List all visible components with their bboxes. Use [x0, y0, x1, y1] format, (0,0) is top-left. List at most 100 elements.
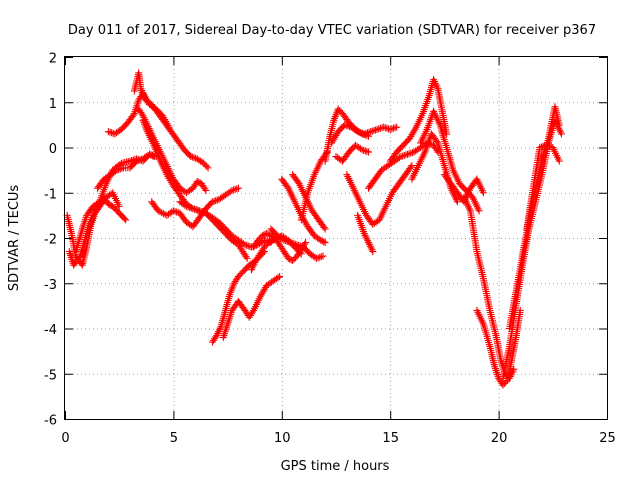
data-point [557, 130, 565, 138]
data-point [258, 232, 266, 240]
data-point [356, 145, 364, 153]
x-tick-label: 10 [274, 431, 291, 446]
data-point [75, 254, 83, 262]
data-point [239, 240, 247, 248]
data-point [287, 256, 295, 264]
data-point [373, 125, 381, 133]
data-point [360, 146, 368, 154]
data-point [312, 254, 320, 262]
series-track-12 [219, 272, 284, 342]
data-point [286, 239, 294, 247]
data-point [386, 125, 394, 133]
data-point [395, 154, 403, 162]
data-point [355, 128, 363, 136]
y-axis-label: SDTVAR / TECUs [7, 185, 22, 292]
data-point [302, 239, 310, 247]
data-point [546, 142, 554, 150]
data-point [542, 141, 550, 149]
data-point [266, 238, 274, 246]
data-point [192, 206, 200, 214]
data-point [404, 150, 412, 158]
data-point [255, 235, 263, 243]
data-point [361, 147, 369, 155]
data-point [136, 156, 144, 164]
series-track-28 [440, 171, 487, 206]
series-track-20 [328, 121, 401, 147]
data-point [408, 149, 416, 157]
data-point [138, 110, 146, 118]
data-point [146, 150, 154, 158]
data-point [317, 253, 325, 261]
data-point [200, 209, 208, 217]
data-point [288, 239, 296, 247]
data-point [363, 129, 371, 137]
data-point [212, 333, 220, 341]
data-point [231, 185, 239, 193]
series-track-30 [473, 306, 524, 389]
data-point [169, 207, 177, 215]
data-point [188, 153, 196, 161]
data-point [190, 154, 198, 162]
data-point [295, 241, 303, 249]
data-point [150, 153, 158, 161]
data-point [383, 124, 391, 132]
data-point [122, 216, 130, 224]
data-point [400, 151, 408, 159]
series-track-29 [460, 193, 518, 382]
data-point [363, 147, 371, 155]
data-point [407, 149, 415, 157]
data-point [510, 365, 518, 373]
data-point [104, 128, 112, 136]
data-point [241, 241, 249, 249]
data-point [336, 107, 344, 115]
data-point [197, 207, 205, 215]
plot-frame [64, 56, 608, 420]
data-point [402, 151, 410, 159]
data-point [104, 200, 112, 208]
data-point [187, 204, 195, 212]
data-point [210, 197, 218, 205]
data-point [199, 208, 207, 216]
chart-title: Day 011 of 2017, Sidereal Day-to-day VTE… [68, 23, 596, 38]
y-tick-label: -5 [44, 368, 57, 383]
data-point [189, 205, 197, 213]
data-point [193, 177, 201, 185]
data-point [129, 111, 137, 119]
x-tick-label: 15 [382, 431, 399, 446]
y-tick-label: 0 [49, 142, 57, 157]
data-point [187, 153, 195, 161]
data-point [242, 253, 250, 261]
data-point [443, 130, 451, 138]
data-point [182, 202, 190, 210]
data-point [201, 185, 209, 193]
data-point [291, 240, 299, 248]
data-point [181, 201, 189, 209]
data-point [148, 152, 156, 160]
data-point [341, 121, 349, 129]
series-track-23 [354, 211, 377, 256]
y-tick-label: -1 [44, 187, 57, 202]
y-tick-label: -2 [44, 233, 57, 248]
data-point [115, 166, 123, 174]
data-point [479, 189, 487, 197]
data-point [202, 186, 210, 194]
x-tick-label: 5 [170, 431, 178, 446]
data-point [381, 124, 389, 132]
data-point [262, 242, 270, 250]
data-point [284, 254, 292, 262]
y-tick-label: 1 [49, 97, 57, 112]
data-point [243, 254, 251, 262]
data-point [113, 166, 121, 174]
data-point [195, 207, 203, 215]
data-point [280, 236, 288, 244]
data-point [244, 242, 252, 250]
data-point [320, 238, 328, 246]
series-track-8 [139, 116, 251, 262]
data-point [334, 105, 342, 113]
data-point [475, 207, 483, 215]
data-point [226, 188, 234, 196]
data-point [433, 137, 441, 145]
data-point [263, 229, 271, 237]
data-point [368, 127, 376, 135]
